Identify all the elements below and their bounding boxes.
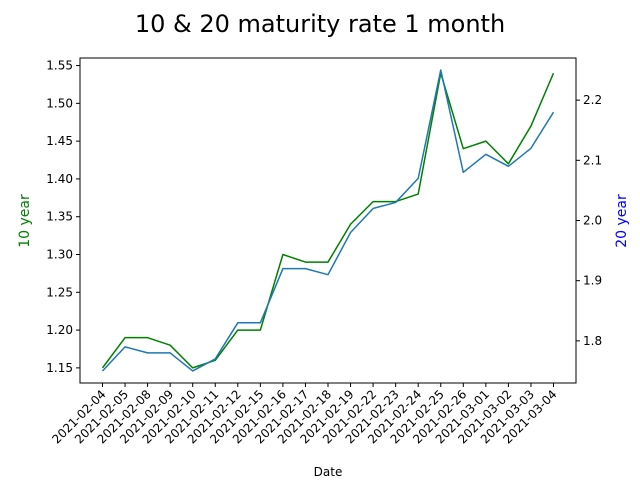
left-tick-label: 1.35	[46, 210, 73, 224]
x-axis-ticks: 2021-02-042021-02-052021-02-082021-02-09…	[49, 383, 560, 446]
left-tick-label: 1.40	[46, 172, 73, 186]
left-tick-label: 1.30	[46, 248, 73, 262]
left-tick-label: 1.55	[46, 59, 73, 73]
left-tick-label: 1.25	[46, 285, 73, 299]
right-tick-label: 2.0	[583, 214, 602, 228]
right-tick-label: 1.9	[583, 274, 602, 288]
left-tick-label: 1.15	[46, 361, 73, 375]
right-tick-label: 1.8	[583, 334, 602, 348]
left-axis-label: 10 year	[17, 194, 33, 248]
x-axis-label: Date	[314, 465, 343, 479]
series-layer	[101, 69, 555, 372]
right-tick-label: 2.1	[583, 153, 602, 167]
plot-frame	[79, 57, 577, 384]
series-10-year-line	[101, 72, 555, 369]
left-tick-label: 1.50	[46, 96, 73, 110]
left-tick-label: 1.45	[46, 134, 73, 148]
series-20-year-line	[101, 69, 555, 372]
right-axis-label: 20 year	[614, 194, 630, 248]
chart-title: 10 & 20 maturity rate 1 month	[135, 10, 505, 38]
left-axis-ticks: 1.15 1.20 1.25 1.30 1.35 1.40 1.45 1.50 1.55	[46, 59, 80, 375]
left-tick-label: 1.20	[46, 323, 73, 337]
right-axis-ticks: 1.8 1.9 2.0 2.1 2.2	[576, 93, 602, 348]
right-tick-label: 2.2	[583, 93, 602, 107]
